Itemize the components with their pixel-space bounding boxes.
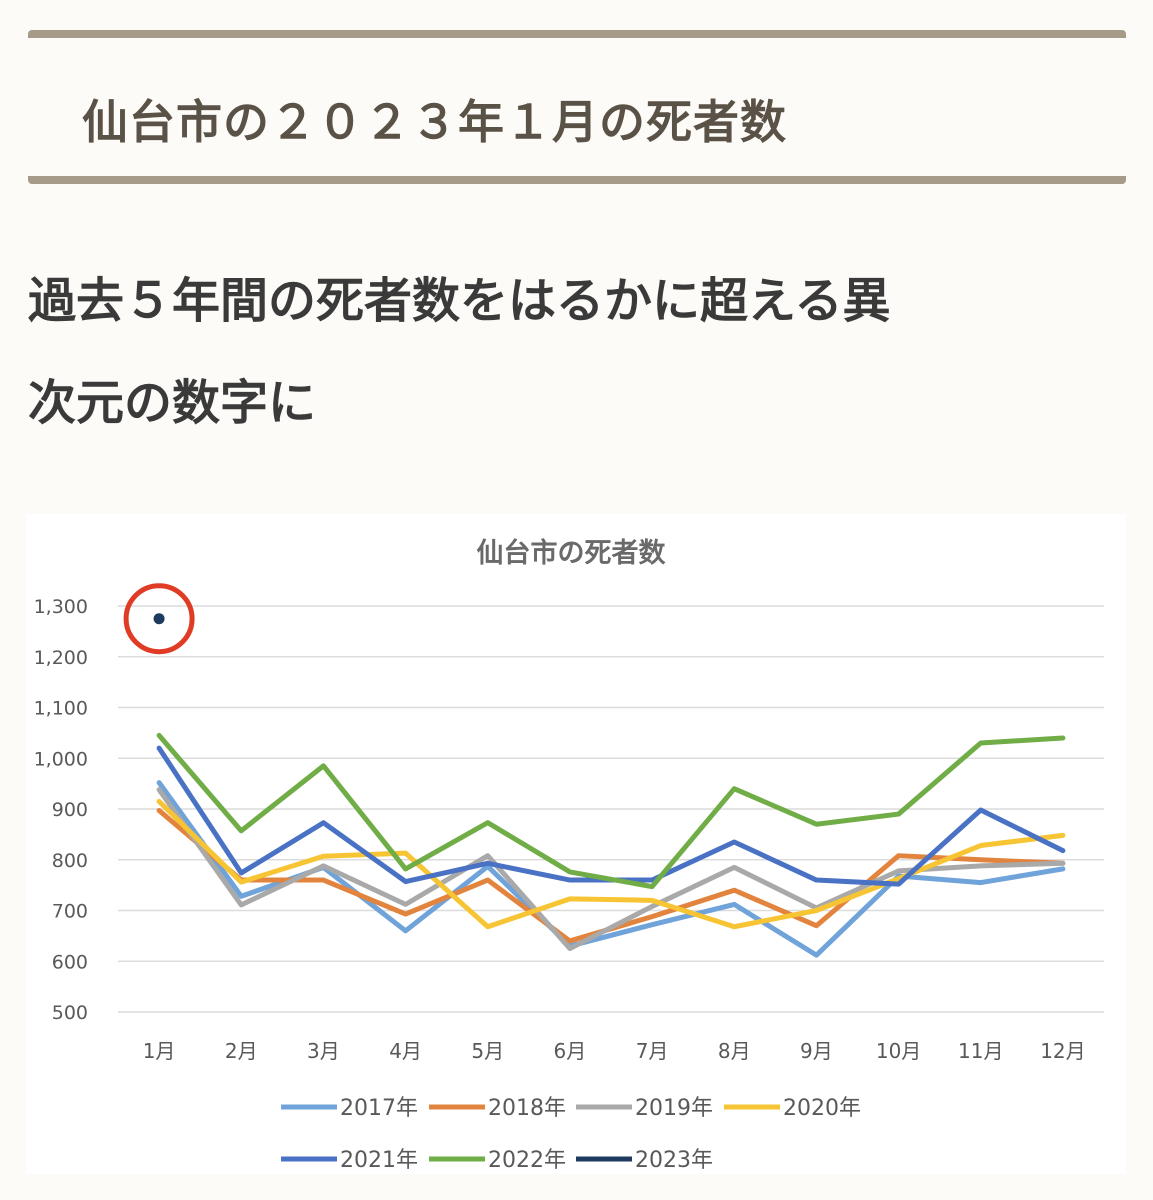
x-tick-label: 10月: [876, 1039, 921, 1063]
lead-line-1: 過去５年間の死者数をはるかに超える異: [28, 273, 891, 329]
lead-text: 過去５年間の死者数をはるかに超える異 次元の数字に: [28, 250, 1128, 454]
x-tick-label: 1月: [143, 1039, 176, 1063]
legend-label: 2019年: [635, 1096, 713, 1121]
x-tick-label: 5月: [471, 1039, 504, 1063]
y-tick-label: 600: [52, 951, 88, 973]
legend-label: 2022年: [488, 1148, 566, 1173]
y-tick-label: 1,200: [34, 647, 88, 669]
x-tick-label: 11月: [958, 1039, 1003, 1063]
series-lines: [153, 613, 1066, 958]
x-tick-label: 4月: [389, 1039, 422, 1063]
legend: 2017年 2018年 2019年 2020年 2021年 2022年 2023年: [281, 1096, 861, 1173]
legend-label: 2021年: [340, 1148, 418, 1173]
y-tick-label: 1,000: [34, 748, 88, 770]
lead-line-2: 次元の数字に: [28, 375, 317, 431]
data-point-2023年: [153, 613, 165, 625]
x-tick-label: 9月: [800, 1039, 833, 1063]
chart-title: 仙台市の死者数: [477, 537, 667, 569]
x-tick-label: 12月: [1040, 1039, 1085, 1063]
legend-label: 2020年: [783, 1096, 861, 1121]
legend-label: 2017年: [340, 1096, 418, 1121]
x-tick-label: 8月: [718, 1039, 751, 1063]
section-heading-box: 仙台市の２０２３年１月の死者数: [28, 30, 1126, 184]
highlight-circle: [123, 583, 195, 655]
grid-lines: [118, 605, 1104, 1013]
series-line-2020年: [156, 798, 1066, 930]
x-tick-label: 2月: [225, 1039, 258, 1063]
y-tick-label: 1,300: [34, 596, 88, 618]
x-tick-label: 6月: [554, 1039, 587, 1063]
y-tick-label: 900: [52, 799, 88, 821]
line-chart: 仙台市の死者数 1,300 1,200 1,100 1,000 900 800 700 600…: [34, 537, 1104, 1173]
legend-label: 2018年: [488, 1096, 566, 1121]
y-tick-label: 1,100: [34, 698, 88, 720]
x-tick-label: 7月: [636, 1039, 669, 1063]
x-axis-ticks: 1月 2月 3月 4月 5月 6月 7月 8月 9月 10月 11月 12月: [143, 1039, 1086, 1063]
legend-label: 2023年: [635, 1148, 713, 1173]
chart-card: 仙台市の死者数 1,300 1,200 1,100 1,000 900 800 700 600…: [26, 514, 1126, 1174]
series-line-2022年: [156, 732, 1066, 890]
y-axis-ticks: 1,300 1,200 1,100 1,000 900 800 700 600 500: [34, 596, 88, 1024]
x-tick-label: 3月: [307, 1039, 340, 1063]
section-title: 仙台市の２０２３年１月の死者数: [82, 95, 787, 149]
highlight-layer: [123, 583, 195, 655]
y-tick-label: 500: [52, 1002, 88, 1024]
y-tick-label: 800: [52, 850, 88, 872]
y-tick-label: 700: [52, 901, 88, 923]
